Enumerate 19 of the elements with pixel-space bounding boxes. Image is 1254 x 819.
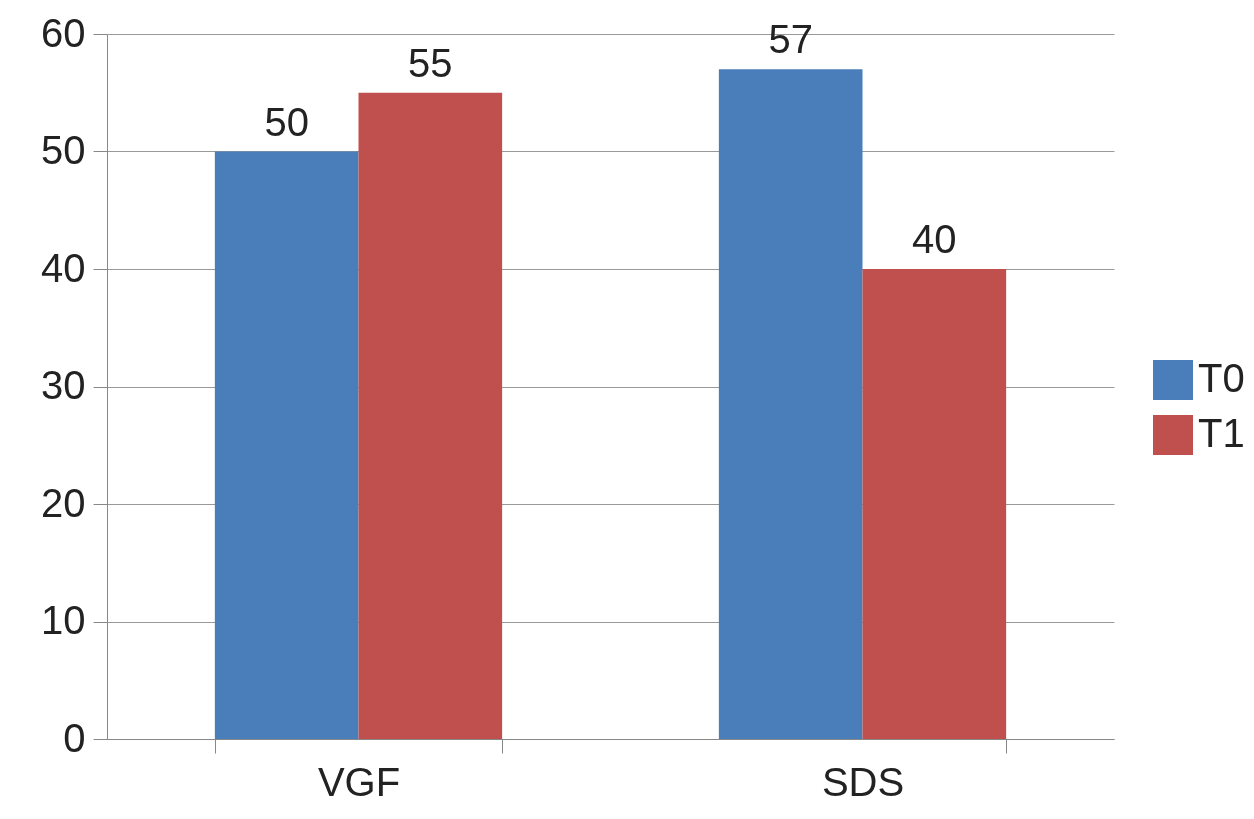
y-tick-label: 0 <box>63 715 86 760</box>
y-tick-label: 50 <box>41 128 86 172</box>
x-tick-label: VGF <box>317 759 401 804</box>
x-tick-label: SDS <box>821 759 905 804</box>
y-tick-label: 10 <box>41 598 86 642</box>
data-label: 55 <box>408 40 453 85</box>
y-tick-label: 20 <box>41 480 86 525</box>
y-tick-label: 40 <box>41 245 86 290</box>
y-tick-label: 30 <box>41 363 86 407</box>
legend-label: T1 <box>1198 411 1245 455</box>
data-label: 57 <box>768 17 813 62</box>
bar <box>718 69 863 739</box>
data-label: 50 <box>264 99 309 144</box>
bar <box>358 92 503 739</box>
y-tick-label: 60 <box>41 10 86 55</box>
bar <box>862 269 1007 739</box>
legend-label: T0 <box>1198 356 1245 400</box>
bar <box>214 151 359 739</box>
data-label: 40 <box>912 217 957 261</box>
